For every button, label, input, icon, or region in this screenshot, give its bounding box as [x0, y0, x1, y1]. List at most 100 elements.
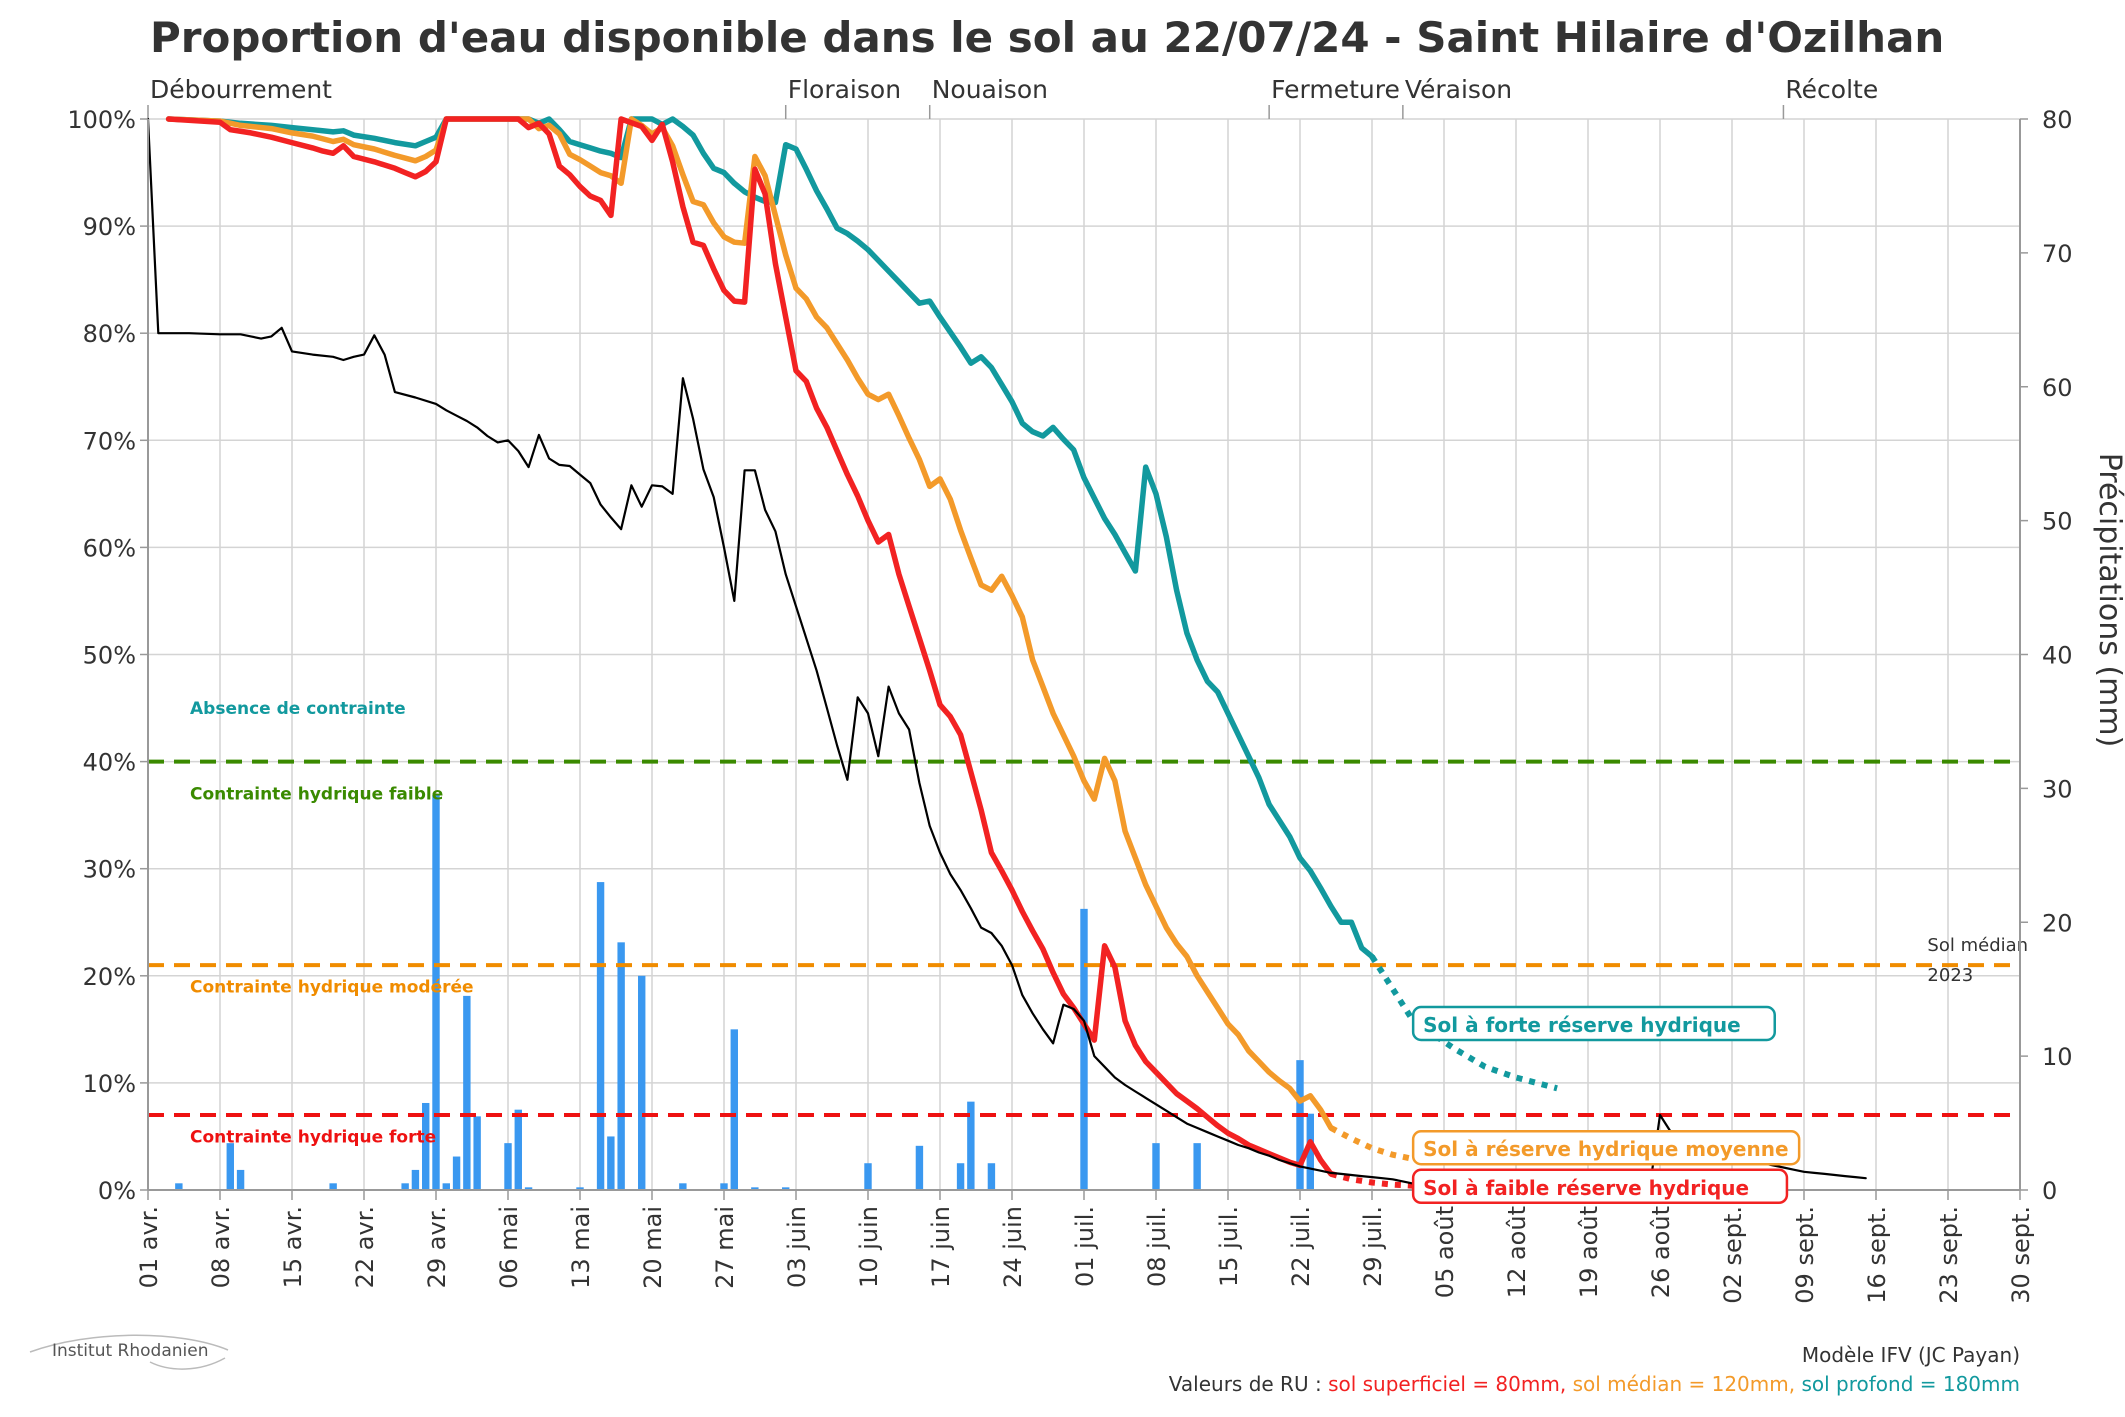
x-tick-label: 16 sept.: [1863, 1206, 1891, 1304]
y-left-tick-label: 40%: [83, 749, 136, 777]
x-tick-label: 02 sept.: [1719, 1206, 1747, 1304]
y-right-tick-label: 0: [2042, 1177, 2057, 1205]
precipitation-bar: [452, 1156, 461, 1190]
y-left-tick-label: 0%: [98, 1177, 136, 1205]
institut-logo: Institut Rhodanien: [29, 1334, 229, 1370]
precipitation-bar: [915, 1145, 924, 1190]
zone-label: Absence de contrainte: [190, 699, 406, 719]
y-right-tick-label: 40: [2042, 642, 2073, 670]
precipitation-bar: [411, 1169, 420, 1190]
chart-title: Proportion d'eau disponible dans le sol …: [150, 13, 1944, 62]
right-axis-label: Précipitations (mm): [2092, 453, 2125, 748]
stage-label: Floraison: [788, 75, 901, 104]
label-box: [1411, 1129, 1801, 1166]
y-right-tick-label: 80: [2042, 106, 2073, 134]
series-forecast: [1329, 1125, 1414, 1162]
precipitation-bar: [463, 995, 471, 1190]
y-left-tick-label: 100%: [67, 106, 136, 134]
precipitation-bar: [432, 795, 440, 1190]
y-left-tick-label: 20%: [83, 963, 136, 991]
precipitation-bar: [720, 1183, 728, 1190]
x-tick-label: 22 juil.: [1287, 1206, 1315, 1287]
x-tick-label: 26 août: [1647, 1206, 1675, 1298]
x-tick-label: 29 avr.: [423, 1206, 451, 1288]
precipitation-bar: [329, 1183, 337, 1190]
series-boxed-label: Sol à forte réserve hydrique: [1411, 1005, 1776, 1042]
stage-label: Nouaison: [932, 75, 1048, 104]
y-left-tick-label: 90%: [83, 213, 136, 241]
stress-thresholds: [148, 759, 2020, 1118]
series-line: [165, 116, 1334, 1177]
ru-item: sol superficiel = 80mm,: [1328, 1372, 1573, 1396]
precipitation-bar: [751, 1187, 759, 1190]
x-tick-label: 01 avr.: [135, 1206, 163, 1288]
stage-label: Fermeture: [1271, 75, 1400, 104]
series-labels: Sol à forte réserve hydrique Sol à réserv…: [1411, 1005, 1801, 1205]
precipitation-bar: [1193, 1143, 1201, 1190]
y-right-tick-label: 10: [2042, 1043, 2073, 1071]
precipitation-bar: [782, 1187, 790, 1190]
phenological-stages: Débourrement Floraison Nouaison Fermeture Vé…: [147, 75, 1878, 119]
precipitation-bar: [1306, 1113, 1314, 1190]
precipitation-bar: [401, 1183, 409, 1190]
precipitation-bar: [596, 882, 605, 1190]
precipitation-bar: [638, 975, 646, 1190]
y-right-tick-label: 20: [2042, 909, 2073, 937]
ru-prefix: Valeurs de RU :: [1169, 1372, 1328, 1396]
x-tick-label: 06 mai: [495, 1206, 523, 1289]
ru-item: sol médian = 120mm,: [1573, 1372, 1802, 1396]
ru-values: Valeurs de RU : sol superficiel = 80mm, …: [1169, 1372, 2020, 1396]
precipitation-bar: [679, 1183, 687, 1190]
stage-label: Débourrement: [150, 75, 332, 104]
x-tick-label: 23 sept.: [1935, 1206, 1963, 1304]
x-tick-label: 12 août: [1503, 1206, 1531, 1298]
logo-text: Institut Rhodanien: [52, 1341, 208, 1361]
x-tick-label: 01 juil.: [1071, 1206, 1099, 1287]
precipitation-bar: [956, 1163, 965, 1190]
stage-label: Récolte: [1785, 75, 1878, 104]
precipitation-bar: [442, 1183, 450, 1190]
precipitation-bar: [175, 1183, 183, 1190]
precipitation-bar: [607, 1136, 615, 1190]
label-box: [1411, 1005, 1776, 1042]
series-boxed-label: Sol à réserve hydrique moyenne: [1411, 1129, 1801, 1166]
x-tick-label: 15 juil.: [1215, 1206, 1243, 1287]
y-left-tick-label: 80%: [83, 320, 136, 348]
soil-water-series: [146, 116, 1867, 1189]
y-left-tick-label: 60%: [83, 534, 136, 562]
label-text: Sol à faible réserve hydrique: [1423, 1176, 1749, 1200]
x-tick-label: 08 avr.: [207, 1206, 235, 1288]
precipitation-bar: [576, 1187, 584, 1190]
precipitation-bar: [524, 1187, 533, 1190]
x-tick-label: 03 juin: [783, 1206, 811, 1288]
stage-label: Véraison: [1405, 75, 1512, 104]
y-right-tick-label: 30: [2042, 775, 2073, 803]
y-right-tick-label: 60: [2042, 374, 2073, 402]
label-text: Sol à réserve hydrique moyenne: [1423, 1137, 1788, 1161]
precipitation-bar: [730, 1029, 738, 1190]
precipitation-bars: [175, 795, 1314, 1190]
series-boxed-label: Sol à faible réserve hydrique: [1411, 1168, 1789, 1205]
footer: Institut Rhodanien Modèle IFV (JC Payan)…: [29, 1334, 2020, 1396]
zone-label: Contrainte hydrique modérée: [190, 978, 474, 998]
x-tick-label: 10 juin: [855, 1206, 883, 1288]
x-tick-label: 27 mai: [711, 1206, 739, 1289]
precipitation-bar: [967, 1101, 975, 1190]
precipitation-bar: [987, 1163, 996, 1190]
y-right-tick-label: 50: [2042, 508, 2073, 536]
y-left-tick-label: 70%: [83, 427, 136, 455]
precipitation-bar: [1080, 908, 1088, 1190]
label-box: [1411, 1168, 1789, 1205]
x-tick-label: 13 mai: [567, 1206, 595, 1289]
annotation-line: Sol médian: [1927, 935, 2028, 956]
x-tick-label: 17 juin: [927, 1206, 955, 1288]
y-left-tick-label: 30%: [83, 856, 136, 884]
x-tick-label: 29 juil.: [1359, 1206, 1387, 1287]
x-tick-label: 20 mai: [639, 1206, 667, 1289]
precipitation-bar: [617, 942, 625, 1190]
precipitation-bar: [236, 1169, 245, 1190]
series-forecast: [1330, 1170, 1414, 1189]
y-right-tick-label: 70: [2042, 240, 2073, 268]
precipitation-bar: [473, 1116, 481, 1190]
